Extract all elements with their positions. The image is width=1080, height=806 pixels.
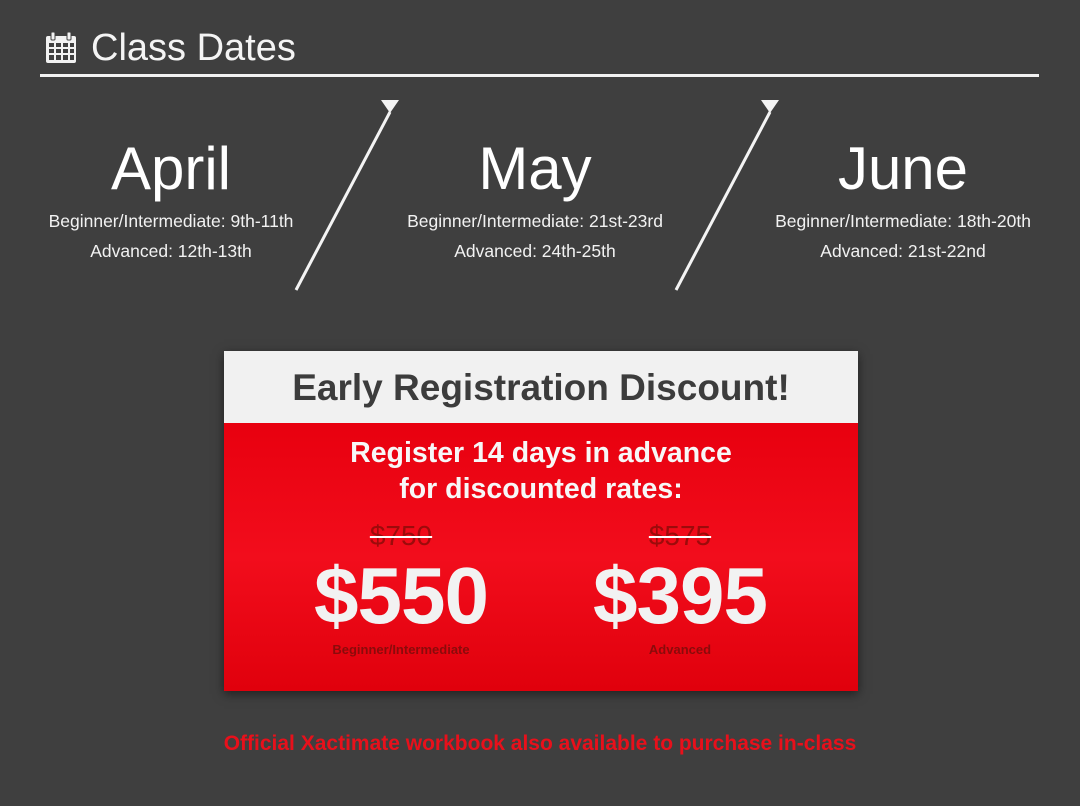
month-name: April	[110, 135, 232, 202]
advanced-dates: Advanced: 12th-13th	[90, 241, 252, 261]
month-block-may: May Beginner/Intermediate: 21st-23rd Adv…	[365, 134, 705, 266]
old-price: $750	[369, 520, 433, 551]
advanced-dates: Advanced: 21st-22nd	[820, 241, 986, 261]
slash-divider	[674, 100, 779, 291]
month-name: June	[837, 135, 969, 202]
workbook-footnote: Official Xactimate workbook also availab…	[223, 732, 857, 755]
old-price: $575	[648, 520, 712, 551]
advanced-dates: Advanced: 24th-25th	[454, 241, 616, 261]
price-advanced: $575 $395 Advanced	[550, 519, 810, 659]
month-name: May	[478, 135, 592, 202]
discount-subtitle-line2: for discounted rates:	[399, 473, 683, 505]
beginner-dates: Beginner/Intermediate: 9th-11th	[48, 211, 294, 231]
price-label: Beginner/Intermediate	[332, 642, 470, 657]
new-price: $395	[593, 551, 768, 640]
month-block-april: April Beginner/Intermediate: 9th-11th Ad…	[1, 134, 341, 266]
discount-card: Early Registration Discount! Register 14…	[224, 351, 858, 691]
page-title: Class Dates	[91, 27, 296, 69]
new-price: $550	[314, 551, 489, 640]
month-block-june: June Beginner/Intermediate: 18th-20th Ad…	[733, 134, 1073, 266]
discount-title: Early Registration Discount!	[224, 351, 858, 423]
calendar-icon	[46, 32, 76, 63]
discount-subtitle-line1: Register 14 days in advance	[350, 437, 732, 469]
discount-body: Register 14 days in advance for discount…	[224, 423, 858, 691]
beginner-dates: Beginner/Intermediate: 21st-23rd	[407, 211, 663, 231]
price-beginner: $750 $550 Beginner/Intermediate	[271, 519, 531, 659]
price-label: Advanced	[648, 642, 712, 657]
slash-divider	[294, 100, 399, 291]
beginner-dates: Beginner/Intermediate: 18th-20th	[775, 211, 1031, 231]
section-header: Class Dates	[40, 26, 1039, 77]
